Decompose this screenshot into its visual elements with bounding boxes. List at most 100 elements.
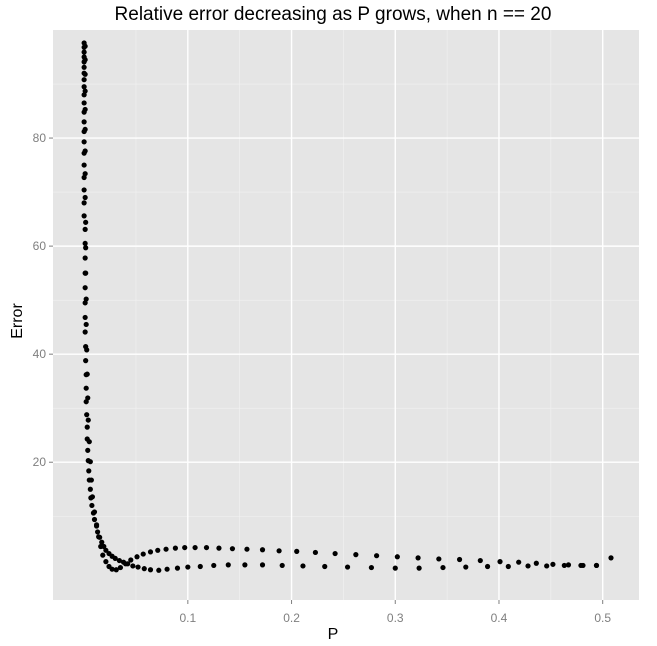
y-tick-label: 20 [33, 455, 47, 469]
data-point [82, 171, 88, 177]
data-point [81, 64, 87, 70]
data-point [82, 57, 88, 63]
data-point [103, 547, 109, 553]
data-point [608, 555, 614, 561]
data-point [81, 100, 87, 106]
data-point [155, 547, 161, 553]
data-point [544, 563, 550, 569]
data-point [83, 245, 89, 251]
data-point [116, 557, 122, 564]
data-point [82, 194, 88, 201]
data-point [225, 562, 231, 568]
data-point [259, 562, 266, 568]
data-point [84, 424, 90, 430]
data-point [83, 296, 89, 302]
x-tick-label: 0.1 [179, 611, 196, 625]
data-point [456, 556, 463, 563]
data-point [312, 549, 318, 556]
x-tick-label: 0.3 [387, 611, 404, 625]
data-point [192, 544, 198, 551]
axis-ticks: 0.1 0.2 0.3 0.4 0.5 20 40 60 80 [33, 131, 612, 625]
data-point [93, 522, 100, 528]
data-point [368, 564, 375, 571]
data-point [81, 77, 87, 83]
data-point [203, 544, 210, 551]
data-points [81, 40, 614, 573]
data-point [197, 563, 203, 570]
data-point [565, 562, 572, 568]
data-point [81, 200, 87, 206]
data-point [86, 468, 92, 474]
data-point [436, 556, 442, 562]
data-point [147, 549, 154, 555]
x-tick-label: 0.2 [283, 611, 300, 625]
data-point [82, 255, 88, 261]
data-point [182, 544, 188, 551]
data-point [81, 139, 87, 145]
data-point [82, 148, 88, 154]
data-point [147, 567, 154, 573]
data-point [98, 543, 104, 550]
y-tick-label: 40 [33, 347, 47, 361]
data-point [82, 43, 88, 49]
data-point [484, 563, 491, 570]
data-point [89, 494, 96, 500]
data-point [91, 516, 98, 523]
data-point [156, 567, 162, 573]
data-point [211, 562, 217, 569]
data-point [163, 546, 169, 552]
chart-title: Relative error decreasing as P grows, wh… [115, 4, 552, 25]
data-point [109, 566, 115, 572]
data-point [82, 88, 88, 94]
data-point [172, 545, 178, 551]
data-point [81, 213, 87, 219]
data-point [135, 564, 141, 570]
data-point [128, 557, 134, 563]
data-point [300, 563, 306, 569]
data-point [164, 566, 170, 572]
data-point [394, 554, 400, 560]
data-point [392, 565, 398, 571]
data-point [440, 564, 446, 571]
data-point [140, 551, 146, 557]
data-point [89, 502, 95, 509]
data-point [83, 358, 89, 364]
data-point [85, 395, 91, 401]
data-point [82, 106, 88, 113]
data-point [95, 529, 101, 535]
data-point [497, 559, 503, 565]
data-point [130, 563, 136, 569]
data-point [294, 548, 300, 554]
data-point [82, 285, 88, 291]
data-point [550, 561, 556, 567]
data-point [353, 552, 359, 558]
data-point [185, 564, 191, 570]
data-point [85, 447, 91, 453]
grid-lines [53, 30, 639, 600]
data-point [561, 562, 567, 569]
data-point [229, 546, 236, 552]
data-point [86, 439, 92, 445]
data-point [505, 563, 511, 570]
data-point [416, 565, 422, 571]
data-point [83, 385, 89, 391]
data-point [276, 548, 282, 554]
data-point [91, 509, 98, 515]
data-point [87, 459, 93, 465]
data-point [81, 119, 87, 125]
data-point [82, 314, 88, 321]
data-point [103, 559, 109, 565]
data-point [244, 546, 250, 552]
data-point [580, 562, 586, 569]
data-point [96, 534, 102, 540]
data-point [83, 321, 89, 328]
data-point [174, 565, 181, 571]
data-point [82, 240, 88, 247]
y-axis-title: Error [9, 303, 26, 339]
data-point [82, 126, 88, 133]
x-tick-label: 0.5 [594, 611, 611, 625]
data-point [112, 555, 118, 562]
x-tick-label: 0.4 [491, 611, 508, 625]
data-point [117, 564, 124, 571]
